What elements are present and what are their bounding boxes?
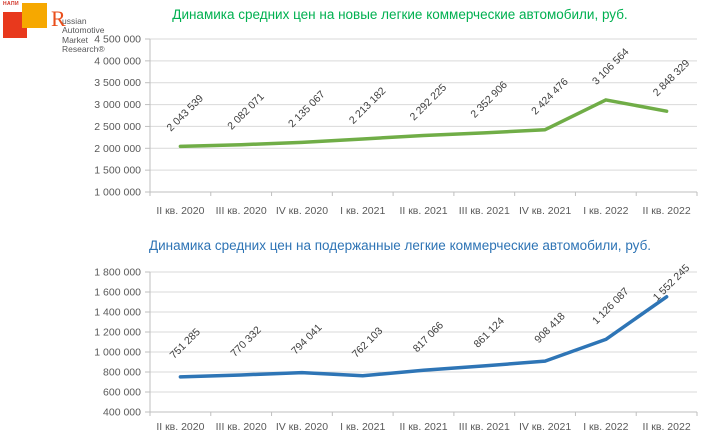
- svg-text:2 352 906: 2 352 906: [468, 79, 510, 121]
- svg-text:861 124: 861 124: [471, 315, 506, 350]
- line-chart-used-lcv: 1 800 000 1 600 000 1 400 000 1 200 000 1 00…: [94, 262, 698, 433]
- logo-brand-text: ussian Automotive Market Research®: [62, 16, 105, 54]
- logo-brand-line-2: Automotive: [62, 25, 105, 36]
- logo-brand-line-3: Market: [62, 34, 88, 45]
- svg-text:2 848 329: 2 848 329: [651, 57, 693, 99]
- svg-text:2 292 225: 2 292 225: [408, 82, 450, 124]
- svg-text:III кв. 2021: III кв. 2021: [459, 421, 510, 433]
- svg-text:2 424 476: 2 424 476: [529, 76, 571, 118]
- svg-text:2 135 067: 2 135 067: [286, 88, 328, 130]
- svg-text:II кв. 2021: II кв. 2021: [399, 205, 447, 217]
- svg-text:4 500 000: 4 500 000: [94, 34, 141, 46]
- svg-text:800 000: 800 000: [103, 367, 141, 379]
- svg-text:1 500 000: 1 500 000: [94, 165, 141, 177]
- svg-text:III кв. 2020: III кв. 2020: [216, 421, 267, 433]
- svg-text:1 552 245: 1 552 245: [651, 262, 693, 304]
- svg-text:1 600 000: 1 600 000: [94, 287, 141, 299]
- svg-text:II кв. 2022: II кв. 2022: [643, 421, 691, 433]
- logo-orange-square-icon: [22, 3, 47, 28]
- svg-text:762 103: 762 103: [350, 325, 385, 360]
- svg-text:1 400 000: 1 400 000: [94, 307, 141, 319]
- chart-title-new-lcv: Динамика средних цен на новые легкие ком…: [172, 7, 628, 22]
- svg-text:2 500 000: 2 500 000: [94, 121, 141, 133]
- svg-text:600 000: 600 000: [103, 387, 141, 399]
- svg-text:I кв. 2022: I кв. 2022: [583, 205, 628, 217]
- svg-text:751 285: 751 285: [168, 326, 203, 361]
- svg-text:400 000: 400 000: [103, 407, 141, 419]
- svg-text:908 418: 908 418: [532, 310, 567, 345]
- chart-title-used-lcv: Динамика средних цен на подержанные легк…: [148, 238, 652, 253]
- svg-text:IV кв. 2021: IV кв. 2021: [519, 205, 571, 217]
- svg-text:3 000 000: 3 000 000: [94, 99, 141, 111]
- svg-text:IV кв. 2021: IV кв. 2021: [519, 421, 571, 433]
- svg-text:II кв. 2021: II кв. 2021: [399, 421, 447, 433]
- svg-text:II кв. 2022: II кв. 2022: [643, 205, 691, 217]
- svg-text:1 200 000: 1 200 000: [94, 327, 141, 339]
- svg-text:2 000 000: 2 000 000: [94, 143, 141, 155]
- svg-text:1 800 000: 1 800 000: [94, 267, 141, 279]
- svg-text:3 500 000: 3 500 000: [94, 77, 141, 89]
- svg-text:IV кв. 2020: IV кв. 2020: [276, 421, 328, 433]
- svg-text:I кв. 2022: I кв. 2022: [583, 421, 628, 433]
- svg-text:770 332: 770 332: [228, 324, 263, 359]
- logo-brand-line-4: Research®: [62, 43, 105, 54]
- company-logo: НАПИ R ussian Automotive Market Research…: [0, 0, 135, 58]
- logo-brand-initial: R: [51, 6, 66, 31]
- svg-text:II кв. 2020: II кв. 2020: [156, 205, 204, 217]
- svg-text:I кв. 2021: I кв. 2021: [340, 205, 385, 217]
- line-chart-new-lcv: 4 500 000 4 000 000 3 500 000 3 000 000 2 50…: [94, 34, 698, 217]
- logo-brand-line-1: ussian: [62, 16, 87, 26]
- svg-text:2 213 182: 2 213 182: [347, 85, 389, 127]
- svg-text:I кв. 2021: I кв. 2021: [340, 421, 385, 433]
- svg-text:III кв. 2021: III кв. 2021: [459, 205, 510, 217]
- svg-text:IV кв. 2020: IV кв. 2020: [276, 205, 328, 217]
- svg-text:II кв. 2020: II кв. 2020: [156, 421, 204, 433]
- svg-text:4 000 000: 4 000 000: [94, 55, 141, 67]
- napi-wordmark: НАПИ: [3, 1, 19, 7]
- svg-text:3 106 564: 3 106 564: [590, 46, 632, 88]
- svg-text:1 000 000: 1 000 000: [94, 347, 141, 359]
- svg-text:III кв. 2020: III кв. 2020: [216, 205, 267, 217]
- svg-text:2 043 539: 2 043 539: [165, 92, 207, 134]
- svg-text:1 000 000: 1 000 000: [94, 187, 141, 199]
- svg-text:817 066: 817 066: [411, 319, 446, 354]
